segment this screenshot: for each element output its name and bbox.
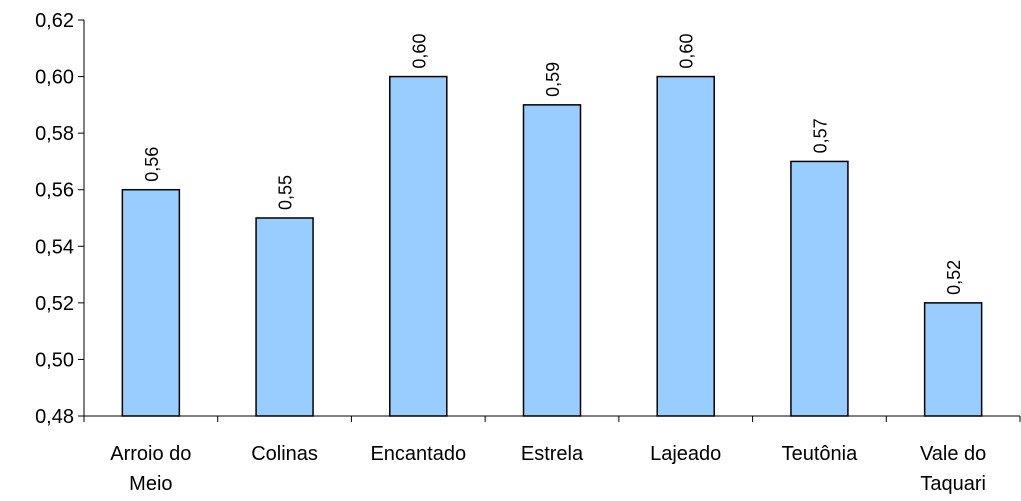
data-label: 0,60 (677, 34, 697, 69)
x-category-label: Lajeado (650, 443, 721, 465)
bar (389, 75, 448, 417)
data-label: 0,55 (276, 175, 296, 210)
bar (790, 160, 849, 417)
data-label: 0,52 (944, 260, 964, 295)
y-tick-label: 0,54 (35, 236, 74, 258)
bar (656, 75, 715, 417)
bar (522, 104, 582, 417)
bar (255, 217, 314, 417)
x-category-label: Vale do (920, 443, 986, 465)
x-category-label: Colinas (251, 443, 318, 465)
x-category-label: Estrela (521, 443, 584, 465)
data-label: 0,57 (810, 118, 830, 153)
y-tick-label: 0,62 (35, 10, 74, 32)
data-label: 0,60 (409, 34, 429, 69)
x-category-label: Teutônia (782, 443, 858, 465)
data-label: 0,59 (543, 62, 563, 97)
y-tick-label: 0,60 (35, 67, 74, 89)
y-tick-label: 0,58 (35, 123, 74, 145)
y-tick-label: 0,52 (35, 293, 74, 315)
y-tick-label: 0,56 (35, 180, 74, 202)
x-category-label: Arroio do (110, 443, 191, 465)
data-label: 0,56 (142, 147, 162, 182)
y-tick-label: 0,50 (35, 349, 74, 371)
bar (121, 188, 181, 417)
x-category-label: Meio (129, 473, 172, 495)
bar (923, 302, 983, 417)
y-tick-label: 0,48 (35, 406, 74, 428)
x-category-label: Taquari (920, 473, 986, 495)
x-category-label: Encantado (370, 443, 466, 465)
